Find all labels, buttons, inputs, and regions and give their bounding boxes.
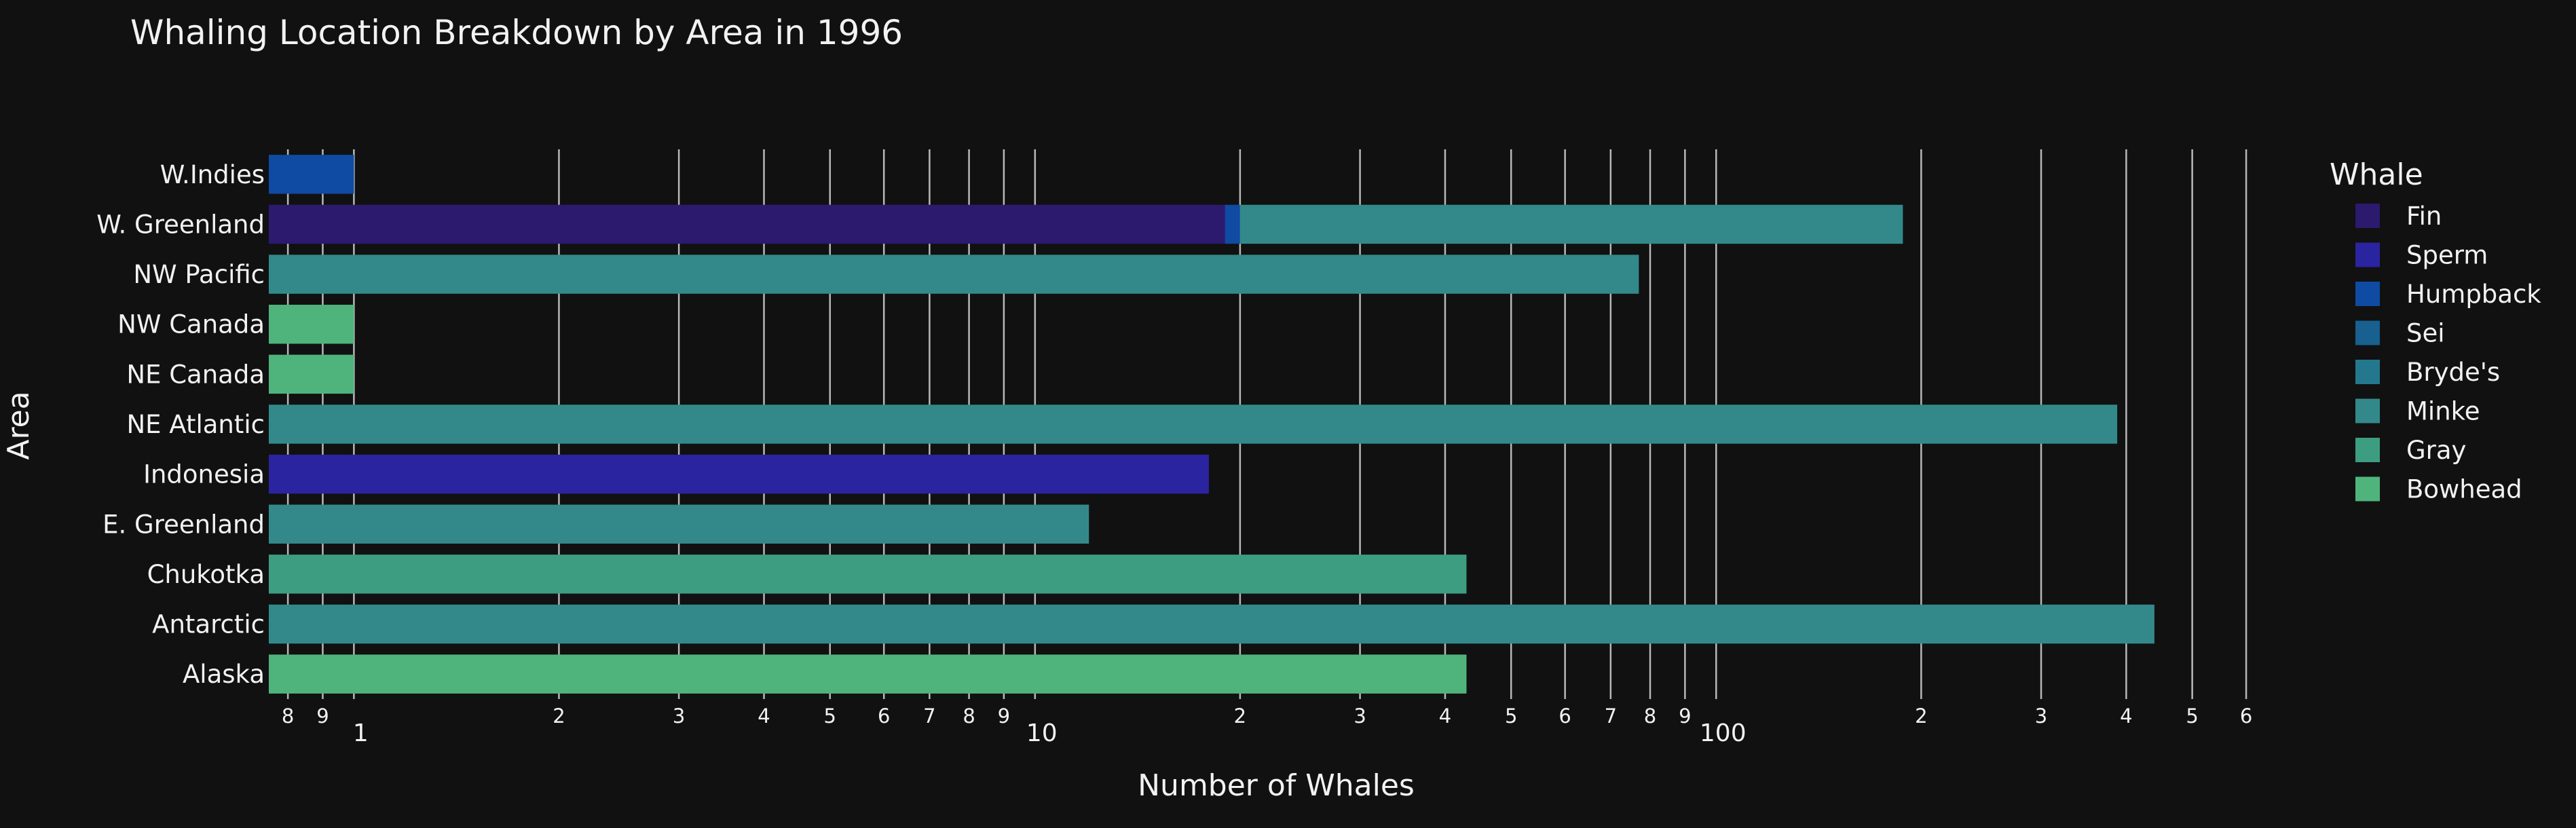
- x-tick-label: 8: [282, 704, 294, 728]
- legend-label: Gray: [2406, 436, 2466, 465]
- x-tick-label: 3: [673, 704, 685, 728]
- legend-item[interactable]: Sperm: [2355, 241, 2488, 270]
- legend-label: Fin: [2406, 202, 2442, 231]
- y-category-label: NE Atlantic: [126, 410, 265, 439]
- x-tick-label: 6: [1558, 704, 1571, 728]
- x-tick-label: 10: [1026, 719, 1058, 747]
- x-tick-label: 2: [1915, 704, 1927, 728]
- legend-swatch: [2355, 242, 2380, 267]
- legend-label: Sei: [2406, 319, 2445, 348]
- x-tick-label: 4: [758, 704, 770, 728]
- y-axis-title: Area: [1, 391, 36, 459]
- legend-label: Bryde's: [2406, 358, 2500, 387]
- legend-label: Bowhead: [2406, 475, 2522, 504]
- legend-item[interactable]: Fin: [2355, 202, 2442, 231]
- bar-antarctic-minke[interactable]: [269, 604, 2154, 644]
- x-tick-label: 2: [553, 704, 565, 728]
- x-tick-label: 7: [923, 704, 935, 728]
- y-category-label: Indonesia: [143, 460, 265, 489]
- x-tick-label: 8: [963, 704, 975, 728]
- y-category-label: Chukotka: [147, 560, 265, 589]
- x-tick-label: 6: [2240, 704, 2252, 728]
- y-category-label: NE Canada: [126, 360, 265, 389]
- x-tick-label: 7: [1605, 704, 1617, 728]
- legend-label: Minke: [2406, 397, 2480, 426]
- x-tick-label: 4: [1439, 704, 1451, 728]
- legend-item[interactable]: Minke: [2355, 397, 2480, 426]
- y-category-label: NW Pacific: [133, 260, 265, 289]
- bar-w-greenland-humpback[interactable]: [1225, 204, 1240, 244]
- bar-ne-canada-bowhead[interactable]: [269, 354, 354, 394]
- bar-alaska-bowhead[interactable]: [269, 654, 1467, 694]
- legend-swatch: [2355, 320, 2380, 345]
- x-tick-label: 1: [353, 719, 369, 747]
- bar-w-greenland-fin[interactable]: [269, 204, 1225, 244]
- legend-swatch: [2355, 204, 2380, 228]
- legend-swatch: [2355, 476, 2380, 502]
- bar-nw-canada-bowhead[interactable]: [269, 305, 354, 344]
- bar-nw-pacific-minke[interactable]: [269, 255, 1639, 294]
- x-axis-title: Number of Whales: [1138, 768, 1415, 803]
- y-category-label: E. Greenland: [102, 510, 265, 539]
- y-axis-tick-labels: Alaska Antarctic Chukotka E. Greenland Indon…: [96, 160, 265, 689]
- y-category-label: W. Greenland: [96, 210, 265, 239]
- y-category-label: Alaska: [183, 660, 265, 689]
- legend-item[interactable]: Sei: [2355, 319, 2445, 348]
- y-category-label: Antarctic: [152, 610, 265, 639]
- x-tick-label: 100: [1700, 719, 1747, 747]
- x-tick-label: 5: [824, 704, 836, 728]
- legend-swatch: [2355, 398, 2380, 424]
- x-tick-label: 9: [316, 704, 329, 728]
- legend-label: Humpback: [2406, 280, 2541, 309]
- y-category-label: NW Canada: [117, 310, 265, 339]
- chart-title: Whaling Location Breakdown by Area in 19…: [130, 13, 903, 52]
- x-tick-label: 9: [998, 704, 1010, 728]
- bar-w-greenland-minke[interactable]: [1239, 204, 1903, 244]
- x-tick-label: 2: [1234, 704, 1246, 728]
- bars: [269, 155, 2154, 694]
- x-tick-label: 9: [1679, 704, 1691, 728]
- bar-e-greenland-minke[interactable]: [269, 504, 1089, 544]
- legend: Whale Fin Sperm Humpback Sei Bryde's Minke Gra…: [2330, 157, 2541, 504]
- x-tick-label: 5: [1505, 704, 1517, 728]
- x-tick-label: 8: [1644, 704, 1656, 728]
- legend-swatch: [2355, 360, 2380, 384]
- x-tick-label: 3: [1354, 704, 1366, 728]
- x-tick-label: 3: [2035, 704, 2047, 728]
- x-tick-label: 6: [878, 704, 890, 728]
- x-tick-label: 5: [2186, 704, 2198, 728]
- legend-item[interactable]: Humpback: [2355, 280, 2541, 309]
- legend-swatch: [2355, 282, 2380, 306]
- bar-w-indies-humpback[interactable]: [269, 155, 354, 194]
- y-category-label: W.Indies: [160, 160, 265, 189]
- legend-label: Sperm: [2406, 241, 2488, 270]
- x-tick-label: 4: [2120, 704, 2132, 728]
- legend-item[interactable]: Gray: [2355, 436, 2466, 465]
- bar-indonesia-sperm[interactable]: [269, 454, 1209, 494]
- legend-item[interactable]: Bowhead: [2355, 475, 2522, 504]
- legend-title: Whale: [2330, 157, 2423, 192]
- bar-ne-atlantic-minke[interactable]: [269, 404, 2118, 444]
- legend-item[interactable]: Bryde's: [2355, 358, 2500, 387]
- bar-chukotka-gray[interactable]: [269, 554, 1467, 594]
- legend-swatch: [2355, 438, 2380, 462]
